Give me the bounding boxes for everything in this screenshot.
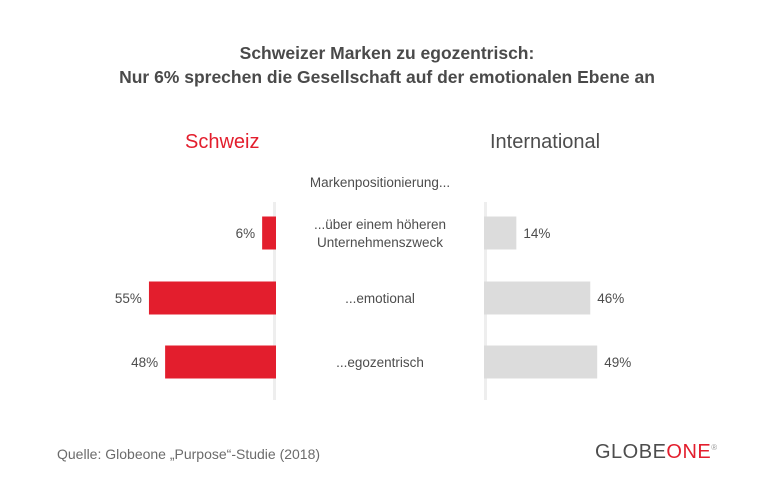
bar-international — [484, 345, 598, 379]
data-label-international: 14% — [523, 226, 550, 241]
data-label-international: 46% — [597, 291, 624, 306]
logo-registered-mark: ® — [711, 443, 718, 452]
bar-schweiz — [165, 345, 276, 379]
chart-title-line-1: Schweizer Marken zu egozentrisch: — [239, 43, 535, 63]
bar-international — [484, 216, 517, 250]
data-label-international: 49% — [604, 355, 631, 370]
source-note: Quelle: Globeone „Purpose“-Studie (2018) — [57, 446, 321, 462]
bar-international — [484, 281, 591, 315]
data-label-schweiz: 55% — [115, 291, 142, 306]
category-label: Unternehmenszweck — [317, 235, 443, 250]
data-label-schweiz: 6% — [236, 226, 256, 241]
category-heading: Markenpositionierung... — [309, 175, 451, 190]
category-label: ...egozentrisch — [336, 355, 424, 370]
legend-schweiz: Schweiz — [185, 131, 260, 153]
logo-text-globe: GLOBE — [595, 441, 667, 463]
category-label: ...über einem höheren — [314, 217, 446, 232]
legend-international: International — [490, 131, 601, 153]
category-label: ...emotional — [345, 291, 415, 306]
bar-schweiz — [148, 281, 276, 315]
globeone-logo: GLOBEONE® — [595, 441, 718, 464]
bar-schweiz — [262, 216, 276, 250]
data-label-schweiz: 48% — [131, 355, 158, 370]
chart-title-line-2: Nur 6% sprechen die Gesellschaft auf der… — [119, 67, 655, 87]
logo-text-one: ONE — [666, 441, 712, 463]
